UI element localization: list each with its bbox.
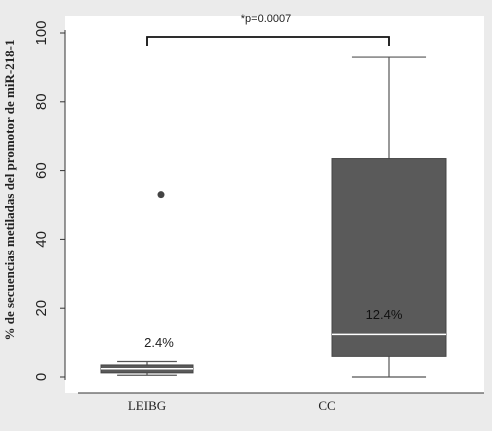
y-tick-label: 100 [33, 20, 50, 45]
category-label-cc: CC [318, 398, 335, 413]
box-iqr [331, 158, 447, 357]
y-tick-label: 20 [33, 300, 50, 317]
box-leibg [100, 191, 194, 376]
median-label-cc: 12.4% [366, 307, 403, 322]
box-cc [331, 56, 447, 378]
significance-label: *p=0.0007 [241, 13, 291, 25]
boxes [100, 56, 447, 378]
category-label-leibg: LEIBG [128, 398, 166, 413]
outlier-point [157, 191, 165, 199]
y-tick-label: 60 [33, 162, 50, 179]
y-tick-label: 80 [33, 93, 50, 110]
median-label-leibg: 2.4% [144, 335, 174, 350]
y-axis-label: % de secuencias metiladas del promotor d… [2, 39, 17, 340]
y-tick-label: 40 [33, 231, 50, 248]
annotations: 2.4% 12.4% *p=0.0007 [144, 13, 403, 350]
y-tick-label: 0 [33, 373, 50, 381]
y-axis: 0 20 40 60 80 100 [33, 20, 484, 394]
significance-bracket [146, 36, 390, 46]
